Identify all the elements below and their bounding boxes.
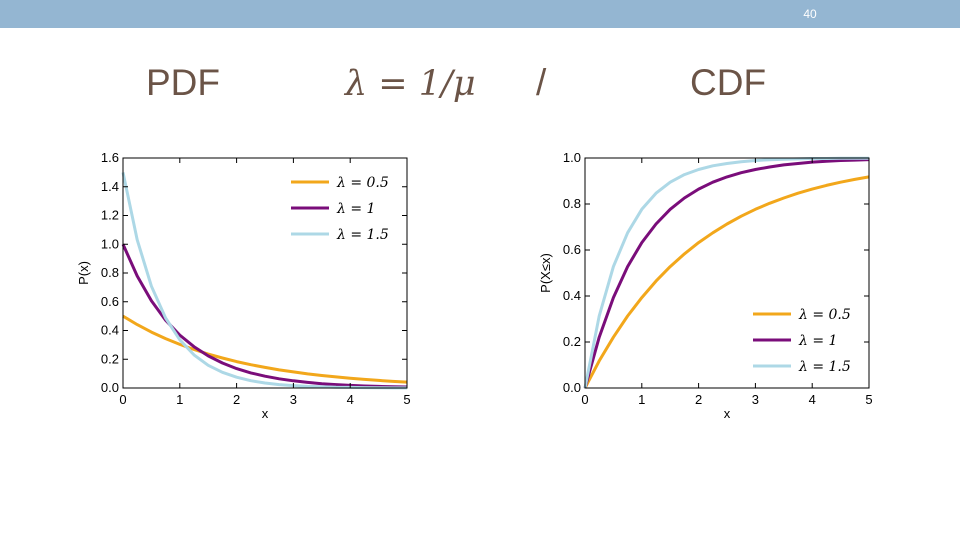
y-tick-label: 0.6 (563, 242, 581, 257)
x-tick-label: 1 (176, 392, 183, 407)
series-line-2 (583, 158, 870, 389)
plot-frame (122, 157, 408, 389)
y-tick-label: 0.4 (563, 288, 581, 303)
legend-label: λ = 1.5 (336, 227, 389, 243)
series-line-1 (122, 314, 408, 384)
heading-separator: / (536, 62, 547, 103)
top-bar (0, 0, 960, 28)
y-tick-label: 0.8 (563, 196, 581, 211)
y-tick-label: 0.0 (563, 380, 581, 395)
legend-label: λ = 1.5 (798, 359, 851, 375)
y-axis-label: P(X≤x) (538, 253, 553, 293)
y-tick-label: 0.2 (563, 334, 581, 349)
pdf-chart: 0 1 2 3 4 5 0.0 0.2 0.4 0.6 0.8 1.0 1.2 1.4 1.6 x P(x) λ … (76, 150, 411, 421)
x-tick-label: 0 (119, 392, 126, 407)
y-tick-label: 1.4 (101, 179, 119, 194)
y-tick-label: 0.2 (101, 351, 119, 366)
x-tick-label: 5 (403, 392, 410, 407)
y-tick-label: 1.0 (101, 236, 119, 251)
x-tick-label: 5 (865, 392, 872, 407)
series-line-3 (583, 156, 869, 389)
y-tick-label: 1.2 (101, 208, 119, 223)
y-tick-label: 0.8 (101, 265, 119, 280)
x-tick-label: 3 (752, 392, 759, 407)
y-tick-label: 0.0 (101, 380, 119, 395)
x-axis-label: x (262, 406, 269, 421)
y-tick-label: 1.6 (101, 150, 119, 165)
x-tick-label: 4 (347, 392, 354, 407)
legend-label: λ = 0.5 (336, 175, 389, 191)
x-tick-label: 2 (233, 392, 240, 407)
x-tick-label: 4 (809, 392, 816, 407)
slide-number: 40 (803, 7, 817, 21)
heading-pdf: PDF (146, 62, 220, 103)
y-axis-label: P(x) (76, 261, 91, 285)
legend-label: λ = 1 (336, 201, 375, 217)
plot-frame (584, 157, 870, 389)
series-line-1 (583, 175, 870, 389)
y-tick-label: 1.0 (563, 150, 581, 165)
legend-label: λ = 0.5 (798, 307, 851, 323)
legend-label: λ = 1 (798, 333, 837, 349)
y-tick-label: 0.4 (101, 323, 119, 338)
x-tick-label: 1 (638, 392, 645, 407)
heading-cdf: CDF (690, 62, 767, 103)
x-axis-label: x (724, 406, 731, 421)
x-tick-label: 3 (290, 392, 297, 407)
cdf-chart: 0 1 2 3 4 5 0.0 0.2 0.4 0.6 0.8 1.0 x P(X≤x) λ = 0.5 λ … (538, 150, 873, 421)
x-tick-label: 0 (581, 392, 588, 407)
heading-formula: λ = 1/μ (345, 64, 476, 104)
y-tick-label: 0.6 (101, 294, 119, 309)
x-tick-label: 2 (695, 392, 702, 407)
